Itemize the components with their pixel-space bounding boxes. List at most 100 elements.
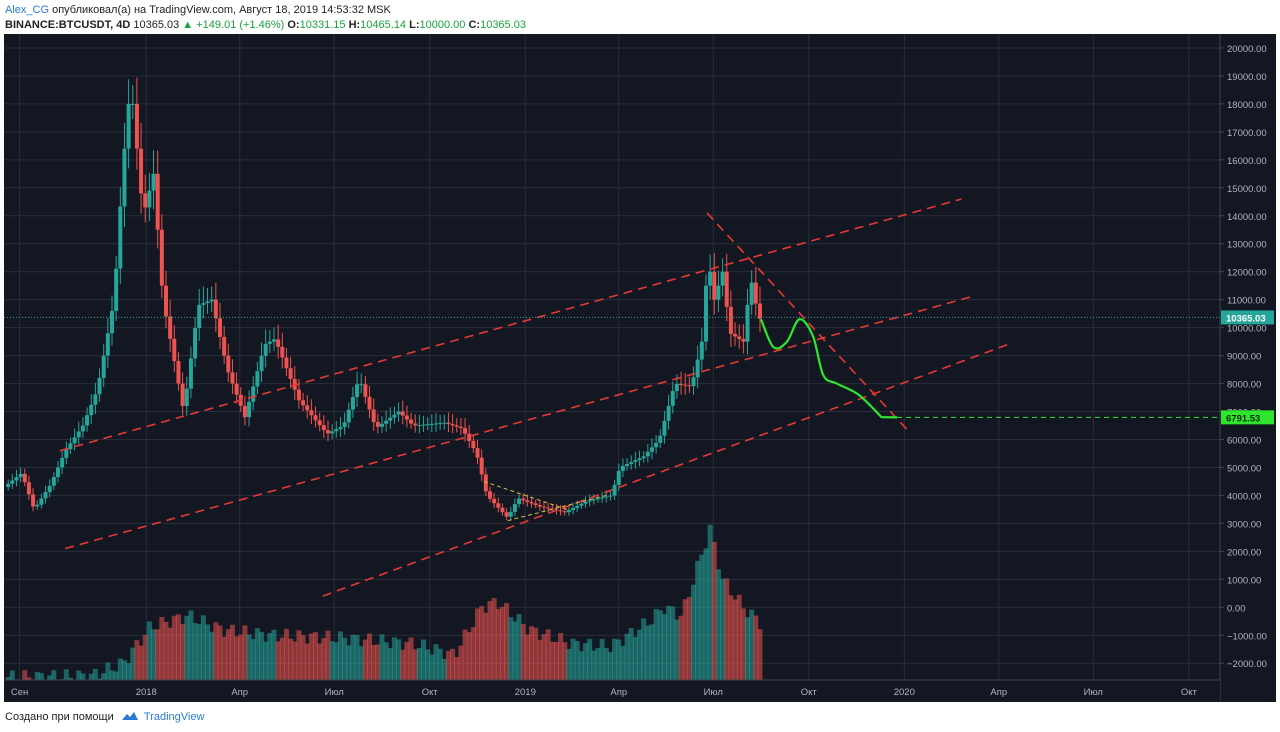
candle-body: [105, 333, 110, 356]
price-tick-label: 9000.00: [1227, 352, 1261, 363]
candle-body: [168, 316, 173, 339]
candle-body: [226, 355, 231, 373]
candle-body: [463, 427, 468, 434]
candle-body: [583, 501, 588, 504]
volume-bar: [151, 629, 157, 680]
volume-bar: [533, 627, 539, 680]
volume-bar: [362, 639, 368, 680]
candle-body: [151, 173, 156, 191]
volume-bar: [715, 569, 721, 680]
volume-bar: [51, 670, 57, 680]
volume-bar: [499, 606, 505, 680]
resistance-line: [706, 212, 910, 432]
candle-body: [184, 388, 189, 406]
volume-bar: [121, 660, 127, 680]
candle-body: [317, 420, 322, 426]
candle-body: [620, 466, 625, 471]
price-tick-label: 2000.00: [1227, 547, 1261, 558]
candle-body: [234, 383, 239, 395]
candle-body: [708, 271, 713, 286]
volume-bar: [624, 633, 630, 680]
volume-bar: [620, 645, 626, 680]
candle-body: [674, 383, 679, 392]
candle-body: [757, 303, 762, 319]
candle-body: [562, 511, 567, 513]
candle-body: [400, 411, 405, 416]
candle-body: [22, 473, 27, 483]
candle-body: [529, 501, 534, 504]
volume-bar: [437, 648, 443, 680]
candle-body: [85, 415, 90, 426]
volume-bar: [34, 671, 40, 680]
volume-bar: [553, 642, 559, 680]
candle-body: [720, 271, 725, 286]
candle-body: [629, 462, 634, 465]
candle-body: [122, 148, 127, 207]
volume-bar: [271, 629, 277, 680]
price-chart[interactable]: 20000.00 19000.00 18000.00 17000.00 16000.00…: [4, 34, 1276, 702]
candle-body: [51, 477, 56, 486]
candle-body: [159, 229, 164, 286]
volume-bar: [5, 677, 11, 680]
volume-bar: [749, 609, 755, 680]
volume-bar: [566, 648, 572, 680]
candle-body: [753, 282, 758, 304]
candle-body: [421, 424, 426, 426]
candle-body: [6, 483, 11, 488]
candle-body: [458, 426, 463, 428]
symbol-label[interactable]: BINANCE:BTCUSDT, 4D: [5, 19, 131, 31]
volume-bar: [38, 673, 44, 680]
candle-body: [163, 285, 168, 317]
volume-bar: [329, 641, 335, 680]
volume-bar: [421, 639, 427, 680]
candle-body: [267, 341, 272, 344]
candle-body: [695, 359, 700, 378]
volume-bar: [441, 659, 447, 680]
volume-bar: [529, 626, 535, 680]
candle-body: [359, 384, 364, 386]
candle-body: [276, 339, 281, 347]
candle-body: [134, 103, 139, 149]
time-tick-label: Апр: [610, 687, 627, 698]
candle-body: [259, 355, 264, 372]
volume-bar: [632, 636, 638, 680]
candle-body: [296, 389, 301, 401]
candle-body: [479, 457, 484, 475]
price-tick-label: −2000.00: [1227, 659, 1267, 670]
candle-body: [454, 425, 459, 427]
volume-bar: [221, 636, 227, 680]
price-tick-label: 20000.00: [1227, 44, 1267, 55]
target-price-label: 6791.53: [1226, 413, 1260, 424]
volume-bar: [736, 594, 742, 680]
time-tick-label: Окт: [801, 687, 818, 698]
volume-bar: [229, 624, 235, 680]
volume-bar: [595, 648, 601, 680]
volume-bar: [180, 623, 186, 680]
author-link[interactable]: Alex_CG: [5, 4, 50, 16]
time-tick-label: Июл: [704, 687, 723, 698]
candle-body: [242, 405, 247, 418]
ohlc-legend: BINANCE:BTCUSDT, 4D 10365.03 ▲ +149.01 (…: [5, 19, 526, 31]
tradingview-logo-icon: [121, 712, 138, 720]
price-tick-label: 19000.00: [1227, 72, 1267, 83]
price-tick-label: 0.00: [1227, 603, 1246, 614]
high-label: H:: [348, 19, 361, 31]
volume-bar: [101, 673, 107, 680]
volume-bar: [387, 648, 393, 680]
candle-body: [571, 507, 576, 511]
candle-body: [367, 396, 372, 410]
candle-body: [371, 409, 376, 423]
volume-bar: [641, 618, 647, 680]
tradingview-link[interactable]: TradingView: [143, 711, 205, 723]
candle-body: [350, 396, 355, 410]
chart-area[interactable]: 20000.00 19000.00 18000.00 17000.00 16000.00…: [4, 34, 1276, 702]
candle-body: [442, 422, 447, 424]
candle-body: [579, 503, 584, 506]
candle-body: [550, 508, 555, 510]
volume-bar: [367, 633, 373, 680]
candle-body: [97, 377, 102, 395]
candle-body: [325, 430, 330, 434]
volume-bar: [445, 650, 451, 680]
candle-body: [68, 443, 73, 450]
candle-body: [301, 400, 306, 406]
